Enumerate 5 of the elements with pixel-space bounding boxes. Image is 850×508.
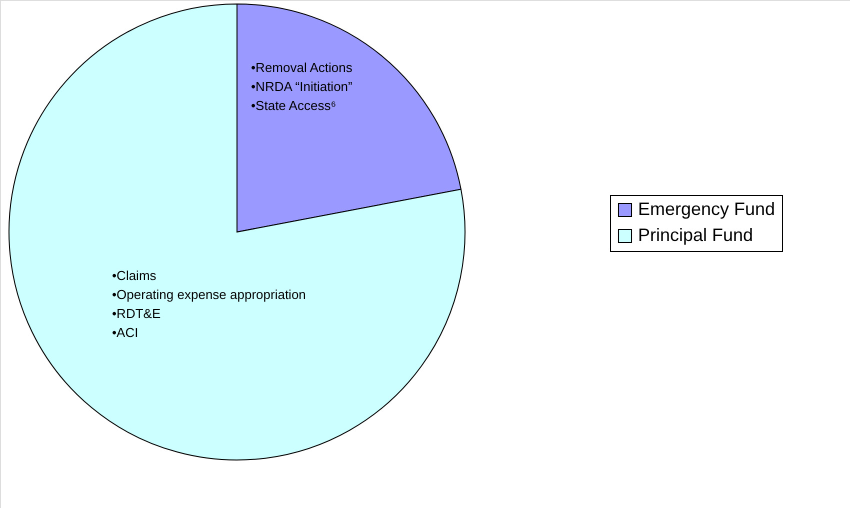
text: •Claims •Operating expense appropriation •RDT&E •ACI <box>112 268 306 340</box>
pie-slice <box>8 4 466 460</box>
text: •Removal Actions •NRDA “Initiation” •State Access⁶ <box>251 60 353 113</box>
legend-label: Principal Fund <box>638 225 754 245</box>
legend-label: Emergency Fund <box>638 199 776 219</box>
